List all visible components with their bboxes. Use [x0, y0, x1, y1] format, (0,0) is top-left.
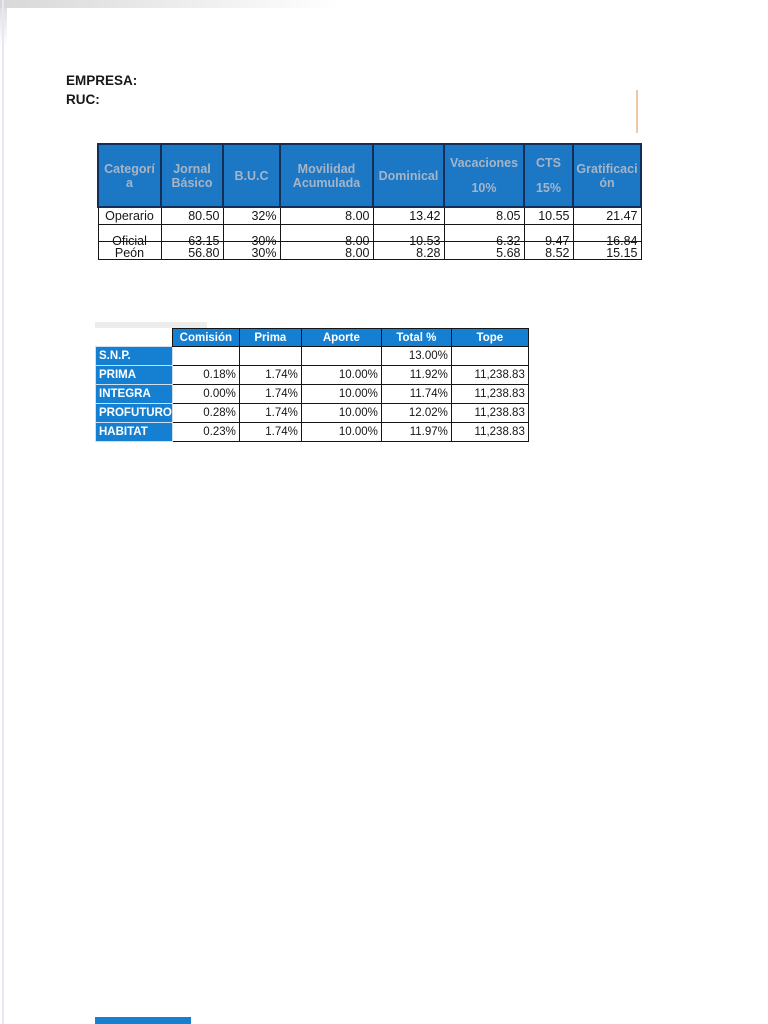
page-edge-top — [0, 0, 340, 8]
cell-value: 32% — [222, 206, 281, 225]
rates-table: Categoría Jornal Básico B.U.C Movilidad … — [97, 143, 642, 260]
cell-value: 11,238.83 — [450, 403, 529, 423]
afp-header-comision: Comisión — [171, 328, 240, 347]
rates-header-movilidad: Movilidad Acumulada — [279, 143, 374, 208]
afp-row-label: HABITAT — [95, 422, 173, 442]
cell-value: 11.97% — [380, 422, 452, 442]
cell-value: 9.47 8.52 — [523, 235, 574, 260]
rates-row-operario: Operario 80.50 32% 8.00 13.42 8.05 10.55… — [97, 206, 642, 225]
cell-value: 1.74% — [238, 403, 302, 423]
cell-value: 11.74% — [380, 384, 452, 404]
cell-value: 8.05 — [443, 206, 525, 225]
cell-value: 21.47 — [572, 206, 642, 225]
afp-row-label: PROFUTURO — [95, 403, 173, 423]
cell-value: 10.00% — [300, 403, 382, 423]
cell-value: 30% 30% — [222, 235, 281, 260]
cell-value: 0.28% — [171, 403, 240, 423]
cell-value: 1.74% — [238, 422, 302, 442]
afp-header-aporte: Aporte — [300, 328, 382, 347]
cell-value: 10.00% — [300, 384, 382, 404]
rates-header-vacaciones: Vacaciones 10% — [443, 143, 525, 208]
cell-value: 80.50 — [160, 206, 224, 225]
afp-row-label: PRIMA — [95, 365, 173, 385]
afp-header-blank — [96, 329, 173, 347]
afp-header-prima: Prima — [238, 328, 302, 347]
cell-value — [450, 346, 529, 366]
cell-value: 11,238.83 — [450, 365, 529, 385]
rates-row-oficial-peon: Oficial Peón 63.15 56.80 30% 30% 8.00 8.… — [97, 235, 642, 260]
afp-table-top-strip — [95, 322, 207, 328]
rates-header-gratificacion: Gratificación — [572, 143, 642, 208]
rates-header-categoria: Categoría — [97, 143, 162, 208]
cell-value: 12.02% — [380, 403, 452, 423]
cell-value: 11.92% — [380, 365, 452, 385]
cell-value: 16.84 15.15 — [572, 235, 642, 260]
afp-row-label: INTEGRA — [95, 384, 173, 404]
afp-row-integra: INTEGRA 0.00% 1.74% 10.00% 11.74% 11,238… — [95, 384, 529, 404]
afp-header-tope: Tope — [450, 328, 529, 347]
cell-value: 8.00 8.00 — [279, 235, 374, 260]
cell-value: 0.23% — [171, 422, 240, 442]
rates-header-dominical: Dominical — [372, 143, 445, 208]
afp-row-snp: S.N.P. 13.00% — [95, 346, 529, 366]
document-header-labels: EMPRESA: RUC: — [66, 71, 137, 109]
cell-value: 1.74% — [238, 365, 302, 385]
afp-table: Comisión Prima Aporte Total % Tope S.N.P… — [95, 328, 529, 442]
afp-row-prima: PRIMA 0.18% 1.74% 10.00% 11.92% 11,238.8… — [95, 365, 529, 385]
empresa-label: EMPRESA: — [66, 73, 138, 88]
cell-value: 63.15 56.80 — [160, 235, 224, 260]
cell-value: 6.32 5.68 — [443, 235, 525, 260]
cell-value: 8.00 — [279, 206, 374, 225]
cell-value: 11,238.83 — [450, 422, 529, 442]
cell-value: 0.00% — [171, 384, 240, 404]
cell-value — [300, 346, 382, 366]
cell-value: 13.42 — [372, 206, 445, 225]
cell-value: 10.00% — [300, 365, 382, 385]
cell-cursor-marker — [636, 90, 638, 133]
rates-header-cts: CTS 15% — [523, 143, 574, 208]
cell-value: 10.53 8.28 — [372, 235, 445, 260]
cutoff-table-header-bar — [95, 1017, 191, 1024]
cell-value: 10.55 — [523, 206, 574, 225]
ruc-label: RUC: — [66, 92, 100, 107]
cell-value: 10.00% — [300, 422, 382, 442]
rates-header-buc: B.U.C — [222, 143, 281, 208]
cell-value: 13.00% — [380, 346, 452, 366]
rates-header-jornal-basico: Jornal Básico — [160, 143, 224, 208]
rates-header-row: Categoría Jornal Básico B.U.C Movilidad … — [97, 143, 642, 208]
cell-categoria: Oficial Peón — [97, 235, 162, 260]
afp-row-label: S.N.P. — [95, 346, 173, 366]
afp-header-row: Comisión Prima Aporte Total % Tope — [96, 328, 529, 347]
afp-row-profuturo: PROFUTURO 0.28% 1.74% 10.00% 12.02% 11,2… — [95, 403, 529, 423]
afp-header-total: Total % — [380, 328, 452, 347]
cell-value — [171, 346, 240, 366]
cell-categoria: Operario — [97, 206, 162, 225]
cell-value — [238, 346, 302, 366]
cell-value: 1.74% — [238, 384, 302, 404]
page-edge-left-line — [2, 0, 4, 1024]
cell-value: 11,238.83 — [450, 384, 529, 404]
cell-value: 0.18% — [171, 365, 240, 385]
afp-row-habitat: HABITAT 0.23% 1.74% 10.00% 11.97% 11,238… — [95, 422, 529, 442]
